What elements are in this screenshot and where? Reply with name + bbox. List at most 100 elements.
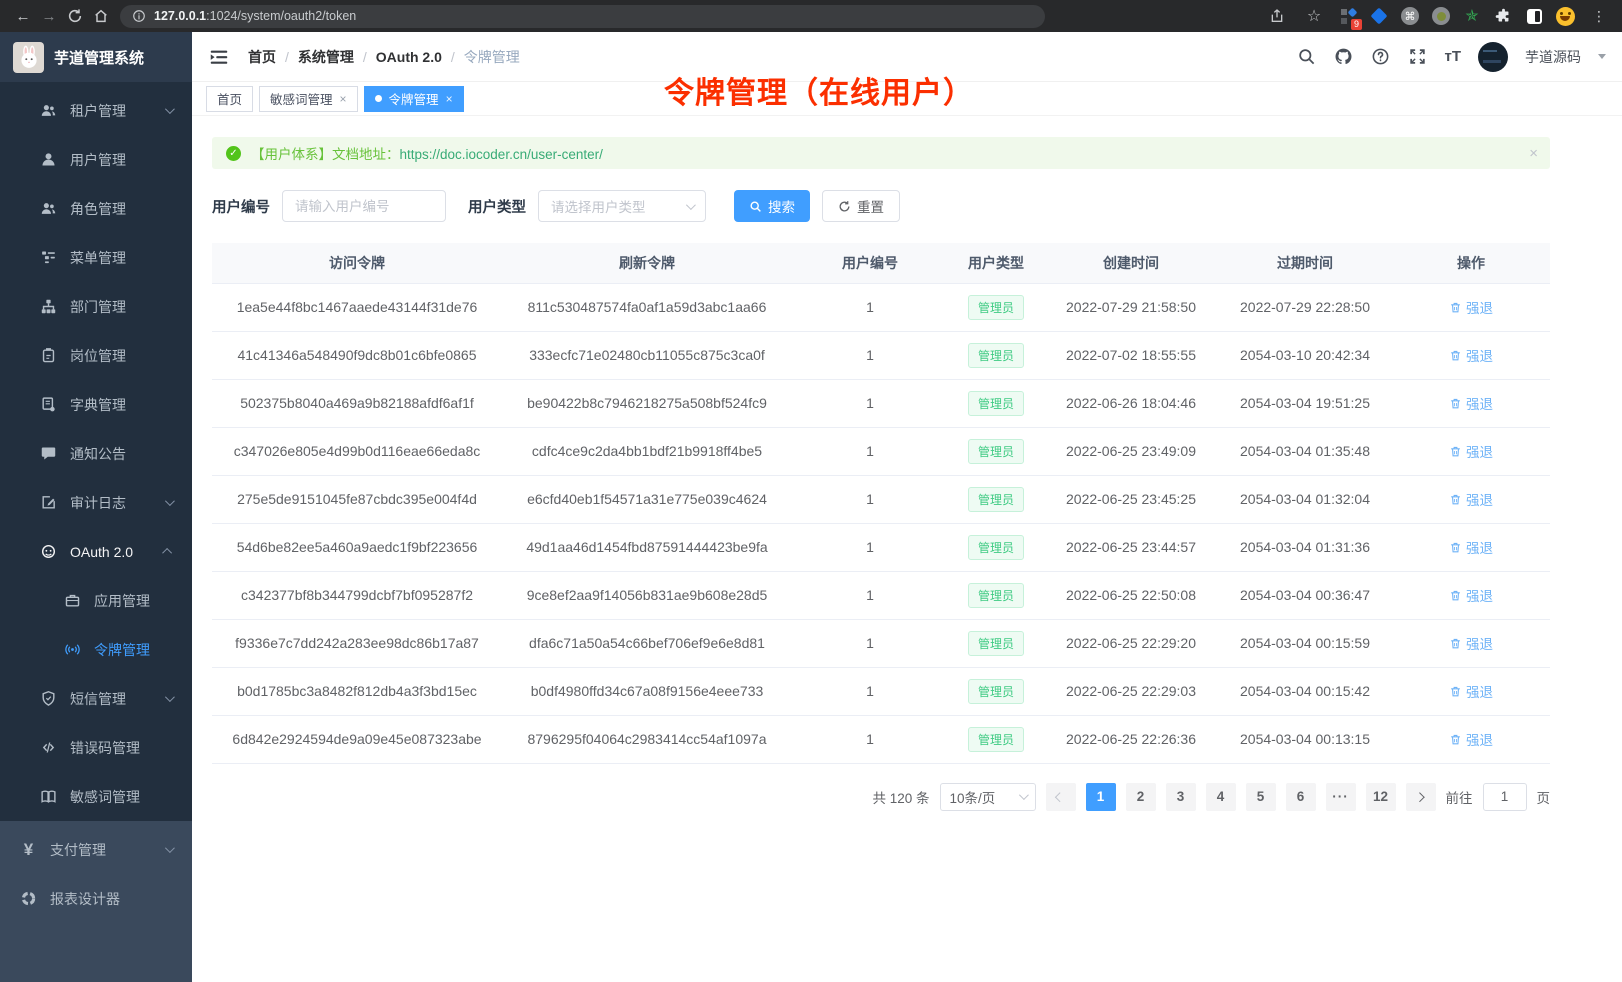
user-menu-caret-icon[interactable] (1598, 54, 1606, 59)
force-logout-button[interactable]: 强退 (1449, 681, 1493, 701)
page-ellipsis-button[interactable]: ··· (1325, 782, 1356, 811)
force-logout-button[interactable]: 强退 (1449, 393, 1493, 413)
page-button-6[interactable]: 6 (1285, 782, 1316, 811)
font-size-button[interactable]: тT (1444, 48, 1461, 65)
yen-icon: ¥ (23, 840, 34, 859)
sidebar-item-oauth2-app[interactable]: 应用管理 (0, 576, 192, 625)
page-button-2[interactable]: 2 (1125, 782, 1156, 811)
sidebar-item-sms[interactable]: 短信管理 (0, 674, 192, 723)
breadcrumb-item[interactable]: OAuth 2.0 (375, 48, 442, 65)
chevron-down-icon (164, 692, 175, 703)
action-cell: 强退 (1392, 475, 1550, 524)
tab-sensitive-word[interactable]: 敏感词管理 × (259, 85, 358, 112)
tab-close-icon[interactable]: × (339, 91, 347, 106)
fullscreen-button[interactable] (1407, 47, 1427, 67)
sidebar-item-notice[interactable]: 通知公告 (0, 429, 192, 478)
help-button[interactable] (1370, 47, 1390, 67)
doc-link[interactable]: https://doc.iocoder.cn/user-center/ (399, 147, 603, 162)
app-logo[interactable]: 芋道管理系统 (0, 32, 192, 82)
github-link[interactable] (1333, 47, 1353, 67)
extension-gem-button[interactable] (1369, 6, 1389, 26)
url-bar[interactable]: 127.0.0.1:1024/system/oauth2/token (120, 4, 1045, 28)
user-type-cell: 管理员 (948, 331, 1044, 380)
browser-home-button[interactable] (88, 3, 114, 29)
chevron-right-icon (1414, 792, 1425, 803)
user-avatar[interactable] (1478, 41, 1508, 72)
sidebar-item-dept[interactable]: 部门管理 (0, 282, 192, 331)
page-button-12[interactable]: 12 (1365, 782, 1396, 811)
sidebar: 芋道管理系统 租户管理 用户管理 角色管理菜单管理部门管理 岗位管理 字典管理 通知公告审… (0, 32, 192, 982)
sidebar-item-oauth2-token[interactable]: 令牌管理 (0, 625, 192, 674)
table-row: 1ea5e44f8bc1467aaede43144f31de76 811c5304… (212, 283, 1550, 332)
force-logout-button[interactable]: 强退 (1449, 585, 1493, 605)
tab-close-icon[interactable]: × (445, 91, 453, 106)
goto-page-input[interactable] (1482, 782, 1527, 811)
search-button[interactable] (1296, 47, 1316, 67)
access-token-cell: 275e5de9151045fe87cbdc395e004f4d (212, 475, 502, 524)
user-type-badge: 管理员 (967, 534, 1024, 560)
tab-home[interactable]: 首页 (206, 85, 254, 112)
table-row: 502375b8040a469a9b82188afdf6af1f be90422b… (212, 379, 1550, 428)
reset-button[interactable]: 重置 (822, 190, 900, 222)
sidebar-item-oauth2[interactable]: OAuth 2.0 (0, 527, 192, 576)
tab-token[interactable]: 令牌管理 × (363, 85, 464, 112)
breadcrumb-item[interactable]: 系统管理 (297, 48, 354, 65)
trash-icon (1451, 302, 1460, 312)
page-button-3[interactable]: 3 (1165, 782, 1196, 811)
force-logout-button[interactable]: 强退 (1449, 729, 1493, 749)
force-logout-button[interactable]: 强退 (1449, 489, 1493, 509)
action-cell: 强退 (1392, 571, 1550, 620)
action-cell: 强退 (1392, 427, 1550, 476)
user-type-badge: 管理员 (967, 438, 1024, 464)
sidebar-item-dict[interactable]: 字典管理 (0, 380, 192, 429)
browser-refresh-button[interactable] (62, 3, 88, 29)
sidebar-item-post[interactable]: 岗位管理 (0, 331, 192, 380)
breadcrumb-item[interactable]: 首页 (248, 48, 276, 65)
sidebar-item-error-code[interactable]: 错误码管理 (0, 723, 192, 772)
page-button-1[interactable]: 1 (1085, 782, 1116, 811)
extension-tampermonkey-button[interactable]: 9 (1338, 6, 1362, 30)
sidebar-item-label: 菜单管理 (70, 249, 126, 266)
page-button-5[interactable]: 5 (1245, 782, 1276, 811)
sidebar-item-sensitive[interactable]: 敏感词管理 (0, 772, 192, 821)
extension-command-button[interactable]: ⌘ (1400, 6, 1420, 26)
extensions-menu-button[interactable] (1493, 6, 1513, 26)
prev-page-button[interactable] (1045, 782, 1076, 811)
page-button-4[interactable]: 4 (1205, 782, 1236, 811)
browser-forward-button[interactable]: → (41, 7, 57, 25)
user-id-input[interactable] (282, 190, 446, 222)
user-id-cell: 1 (792, 619, 948, 668)
user-type-select[interactable]: 请选择用户类型 (538, 190, 706, 222)
search-submit-button[interactable]: 搜索 (734, 190, 810, 222)
extension-star-button[interactable]: ✯ (1462, 6, 1482, 26)
browser-back-button[interactable]: ← (15, 7, 31, 25)
force-logout-button[interactable]: 强退 (1449, 441, 1493, 461)
force-logout-button[interactable]: 强退 (1449, 297, 1493, 317)
bookmark-button[interactable]: ☆ (1306, 8, 1322, 25)
sidebar-item-label: 支付管理 (50, 841, 106, 858)
table-row: 275e5de9151045fe87cbdc395e004f4d e6cfd40e… (212, 475, 1550, 524)
next-page-button[interactable] (1405, 782, 1436, 811)
sidebar-item-user[interactable]: 用户管理 (0, 135, 192, 184)
share-button[interactable] (1264, 3, 1290, 29)
force-logout-button[interactable]: 强退 (1449, 633, 1493, 653)
page-size-select[interactable]: 10条/页 (939, 782, 1036, 811)
extension-record-button[interactable] (1431, 6, 1451, 26)
alert-close-icon[interactable]: × (1529, 144, 1538, 162)
browser-menu-button[interactable]: ⋮ (1592, 7, 1606, 24)
sidebar-item-report[interactable]: 报表设计器 (0, 874, 192, 923)
sidebar-item-audit-log[interactable]: 审计日志 (0, 478, 192, 527)
column-header: 过期时间 (1218, 243, 1392, 284)
sidebar-item-pay[interactable]: ¥ 支付管理 (0, 825, 192, 874)
force-logout-button[interactable]: 强退 (1449, 345, 1493, 365)
sidebar-item-menu[interactable]: 菜单管理 (0, 233, 192, 282)
collapse-sidebar-button[interactable] (208, 46, 230, 68)
force-logout-button[interactable]: 强退 (1449, 537, 1493, 557)
user-name[interactable]: 芋道源码 (1525, 48, 1581, 65)
profile-avatar-button[interactable] (1555, 6, 1575, 26)
sidebar-item-tenant[interactable]: 租户管理 (0, 86, 192, 135)
side-panel-button[interactable] (1524, 6, 1544, 26)
sidebar-item-role[interactable]: 角色管理 (0, 184, 192, 233)
access-token-cell: 6d842e2924594de9a09e45e087323abe (212, 715, 502, 764)
record-icon (1432, 7, 1450, 25)
